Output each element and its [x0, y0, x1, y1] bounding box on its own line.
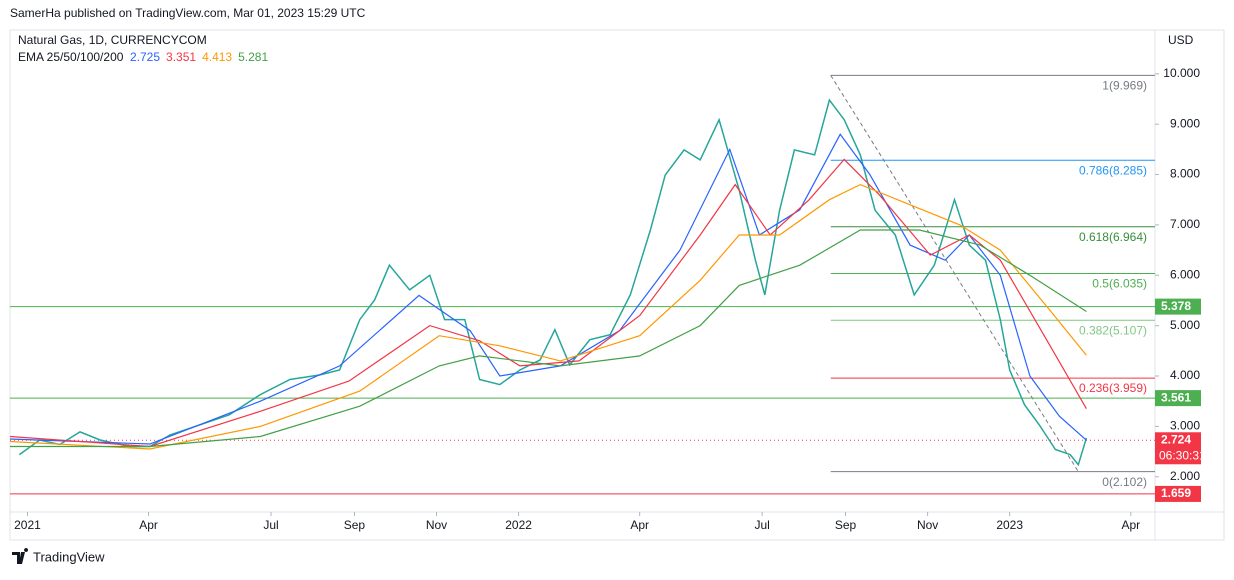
ema-value: 2.725	[130, 50, 160, 64]
logo	[12, 548, 29, 564]
ema-value: 4.413	[202, 50, 232, 64]
brand: TradingView	[33, 549, 105, 564]
x-tick-label: Sep	[344, 518, 366, 532]
fib-label: 0.5(6.035)	[1092, 277, 1147, 291]
fib-label: 0(2.102)	[1102, 475, 1147, 489]
x-tick-label: Nov	[426, 518, 447, 532]
price-tag	[1155, 390, 1201, 407]
price-tag-label: 2.724	[1161, 432, 1191, 446]
y-tick-label: 9.000	[1170, 116, 1200, 130]
y-tick-label: 2.000	[1170, 469, 1200, 483]
ema-line	[9, 133, 1087, 445]
x-tick-label: 2022	[505, 518, 532, 532]
x-tick-label: Sep	[835, 518, 857, 532]
fib-label: 0.618(6.964)	[1079, 230, 1147, 244]
y-tick-label: 6.000	[1170, 267, 1200, 281]
ema-line	[9, 183, 1087, 450]
y-tick-label: 4.000	[1170, 368, 1200, 382]
price-line	[18, 98, 1088, 467]
published: SamerHa published on TradingView.com, Ma…	[10, 6, 366, 20]
price-tag-label: 3.561	[1161, 390, 1191, 404]
fib-label: 0.236(3.959)	[1079, 381, 1147, 395]
y-tick-label: 5.000	[1170, 318, 1200, 332]
frame	[9, 29, 1225, 541]
price-tag-label: 1.659	[1161, 486, 1191, 500]
countdown: 06:30:31	[1159, 448, 1206, 462]
y-tick-label: 8.000	[1170, 167, 1200, 181]
ema-line	[10, 229, 1087, 448]
ema-value: 5.281	[238, 50, 268, 64]
x-tick-label: Apr	[1121, 518, 1140, 532]
price-tag	[1155, 298, 1201, 315]
x-tick-label: Apr	[139, 518, 158, 532]
y-tick-label: 3.000	[1170, 419, 1200, 433]
price-tag-label: 5.378	[1161, 299, 1191, 313]
x-tick-label: Jul	[754, 518, 769, 532]
ema-line	[9, 158, 1087, 448]
y-tick-label: 10.000	[1163, 66, 1200, 80]
x-tick-label: Jul	[263, 518, 278, 532]
symbol: Natural Gas, 1D, CURRENCYCOM	[18, 33, 207, 47]
x-tick-label: 2023	[996, 518, 1023, 532]
fib-label: 0.786(8.285)	[1079, 163, 1147, 177]
price-tag	[1155, 485, 1201, 502]
currency: USD	[1168, 33, 1194, 47]
trendline	[830, 75, 1079, 472]
fib-label: 1(9.969)	[1102, 79, 1147, 93]
fib-label: 0.382(5.107)	[1079, 323, 1147, 337]
x-tick-label: Apr	[630, 518, 649, 532]
ema-label: EMA 25/50/100/200	[18, 50, 124, 64]
price-tag	[1155, 432, 1201, 465]
x-tick-label: 2021	[14, 518, 41, 532]
x-tick-label: Nov	[917, 518, 938, 532]
y-tick-label: 7.000	[1170, 217, 1200, 231]
ema-value: 3.351	[166, 50, 196, 64]
